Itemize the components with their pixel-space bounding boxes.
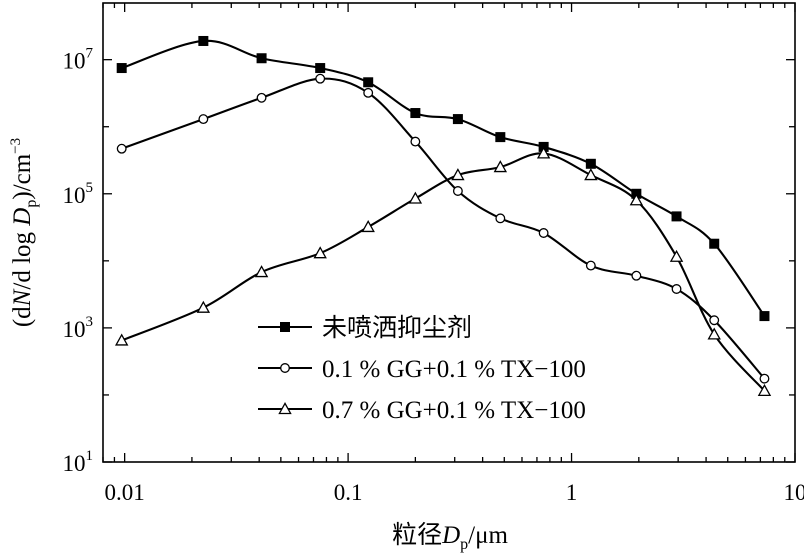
y-tick-label: 101 <box>63 448 94 476</box>
y-axis-title: (dN/d log Dp)/cm−3 <box>8 138 40 327</box>
data-point <box>759 373 770 384</box>
legend-entry: 未喷洒抑尘剂 <box>258 314 472 342</box>
data-point <box>198 35 209 46</box>
data-point <box>452 186 463 196</box>
data-point <box>315 73 326 84</box>
data-point <box>410 108 421 119</box>
data-point <box>671 211 682 222</box>
data-point <box>363 87 374 98</box>
y-tick-label: 103 <box>63 314 94 342</box>
data-point <box>669 249 684 262</box>
data-point <box>256 92 267 103</box>
data-point <box>671 284 682 294</box>
legend-marker <box>280 322 290 332</box>
data-point <box>315 63 326 74</box>
legend-entry: 0.7 % GG+0.1 % TX−100 <box>258 397 586 424</box>
series-3 <box>114 146 772 397</box>
data-point <box>759 311 770 322</box>
axis-titles: 粒径Dp/μm (dN/d log Dp)/cm−3 <box>8 138 508 553</box>
legend-label: 0.1 % GG+0.1 % TX−100 <box>322 356 586 383</box>
data-point <box>408 191 423 204</box>
x-tick-label: 0.01 <box>105 480 145 505</box>
x-tick-label: 10 <box>784 480 804 505</box>
data-point <box>631 270 642 281</box>
data-point <box>198 114 209 125</box>
data-point <box>709 238 720 249</box>
x-axis-title: 粒径Dp/μm <box>392 521 508 553</box>
data-point <box>493 160 508 173</box>
legend-marker <box>278 402 292 415</box>
legend-label: 未喷洒抑尘剂 <box>322 314 472 342</box>
data-point <box>256 53 267 64</box>
series-layer <box>114 35 772 397</box>
data-point <box>363 77 374 88</box>
data-point <box>495 213 506 224</box>
x-tick-label: 1 <box>566 480 578 505</box>
data-point <box>361 220 375 233</box>
data-point <box>585 260 596 271</box>
data-point <box>584 168 598 181</box>
data-point <box>629 193 644 206</box>
data-point <box>451 168 465 181</box>
data-point <box>707 327 721 340</box>
legend-entry: 0.1 % GG+0.1 % TX−100 <box>258 356 586 383</box>
y-tick-label: 105 <box>63 180 94 208</box>
data-point <box>116 143 127 154</box>
series-line <box>121 39 766 317</box>
data-point <box>116 63 127 74</box>
data-point <box>585 158 596 169</box>
series-2 <box>116 73 770 384</box>
data-point <box>536 146 551 159</box>
y-tick-label: 107 <box>63 46 94 74</box>
data-point <box>410 136 421 147</box>
legend-label: 0.7 % GG+0.1 % TX−100 <box>322 397 586 424</box>
data-point <box>313 246 327 259</box>
x-tick-label: 0.1 <box>334 480 363 505</box>
data-point <box>254 265 269 278</box>
data-point <box>452 114 463 125</box>
data-point <box>196 300 211 313</box>
plot-frame <box>102 2 796 463</box>
series-1 <box>116 35 770 322</box>
data-point <box>757 383 772 397</box>
data-point <box>709 315 720 326</box>
axes: 0.01 0.1 1 10 101 103 105 107 <box>63 2 804 505</box>
legend-marker <box>280 363 290 373</box>
data-point <box>538 228 549 238</box>
data-point <box>114 333 129 346</box>
data-point <box>495 132 506 143</box>
legend: 未喷洒抑尘剂 0.1 % GG+0.1 % TX−100 0.7 % GG+0.1 … <box>258 314 586 424</box>
